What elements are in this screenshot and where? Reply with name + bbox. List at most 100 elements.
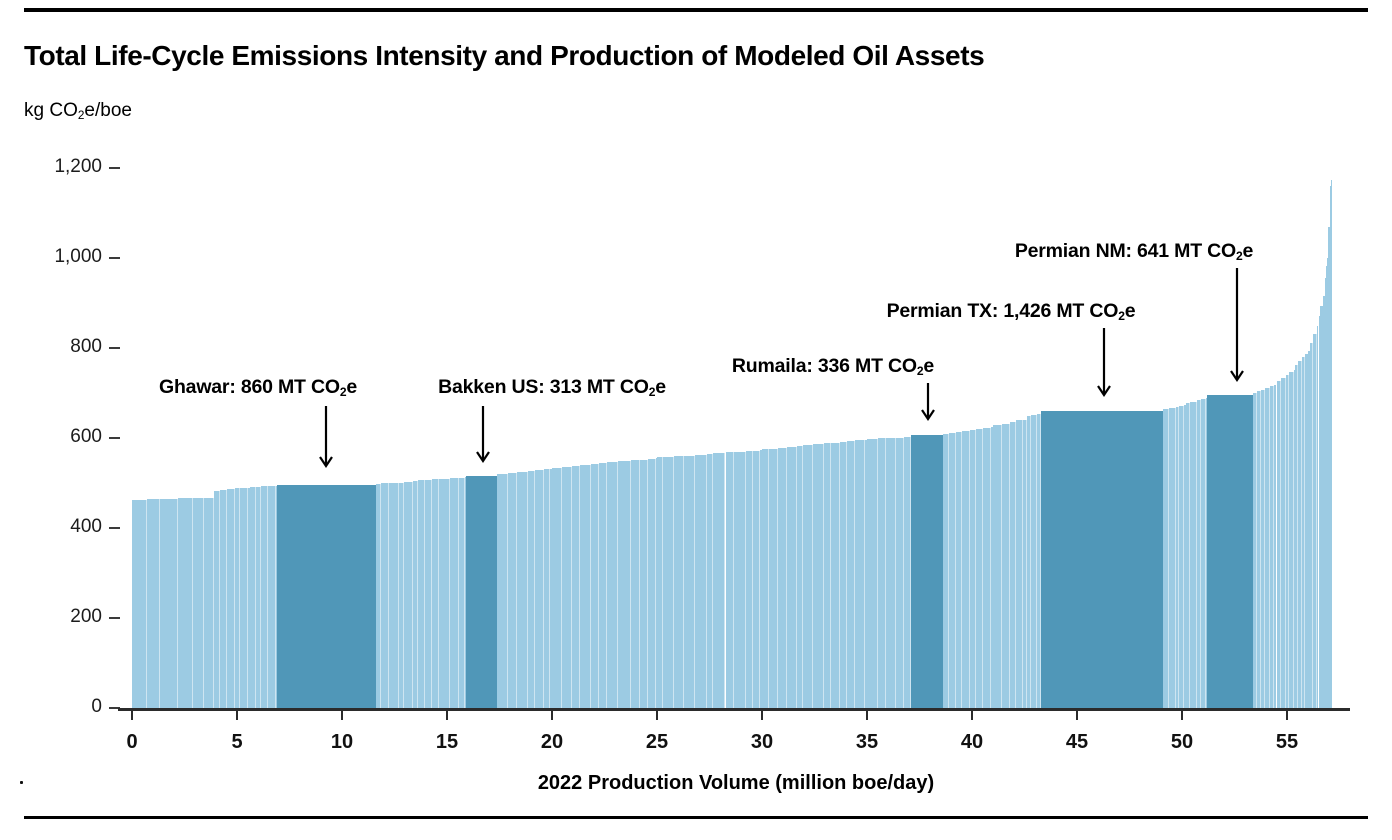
bar-segment xyxy=(1280,377,1286,710)
bar-segment xyxy=(1200,399,1207,710)
bar-segment xyxy=(746,451,754,710)
x-axis-tick-label: 10 xyxy=(330,731,354,753)
bar-segment xyxy=(249,487,256,710)
bar-segment xyxy=(438,478,450,710)
bar-segment xyxy=(449,478,460,710)
bar-segment xyxy=(1196,400,1201,710)
y-axis-tick-mark xyxy=(109,167,120,169)
x-axis-tick-label: 0 xyxy=(126,731,138,753)
bar-segment xyxy=(1276,381,1281,710)
bar-segment xyxy=(885,438,897,710)
bar-segment xyxy=(552,467,563,710)
bar-segment xyxy=(769,448,778,710)
bar-segment xyxy=(673,456,685,710)
bar-segment xyxy=(903,437,912,710)
bar-segment xyxy=(398,482,405,710)
bar-segment xyxy=(1289,371,1294,710)
bar-segment xyxy=(1169,407,1176,710)
bar-segment xyxy=(549,468,552,710)
y-axis-tick-mark xyxy=(109,527,120,529)
y-axis-tick-label: 800 xyxy=(70,336,102,357)
bar-segment xyxy=(753,450,760,710)
bar-segment xyxy=(948,433,957,710)
y-axis-tick-mark xyxy=(109,347,120,349)
y-axis-tick-mark xyxy=(109,617,120,619)
annotation-text: Bakken US: 313 MT CO xyxy=(438,376,649,398)
y-axis-tick-label: 400 xyxy=(70,516,102,537)
bar-segment xyxy=(607,462,619,710)
bar-segment xyxy=(1037,413,1042,710)
bar-segment xyxy=(160,498,178,710)
bar-segment xyxy=(1175,406,1180,710)
bar-segment xyxy=(1316,326,1319,710)
bar-segment xyxy=(684,455,695,710)
bar-segment xyxy=(572,465,581,710)
annotation-subscript: 2 xyxy=(339,385,347,400)
bar-segment xyxy=(1326,265,1328,710)
bar-segment xyxy=(1330,186,1332,710)
highlighted-bar-rumaila xyxy=(911,435,943,710)
x-axis-title: 2022 Production Volume (million boe/day) xyxy=(537,772,935,794)
x-axis-tick-mark xyxy=(1076,711,1078,720)
y-axis-tick-label: 1,000 xyxy=(54,246,102,267)
annotation-text: e xyxy=(1124,300,1136,322)
bar-segment xyxy=(759,450,762,710)
bar-segment xyxy=(1206,398,1208,710)
bar-segment xyxy=(618,461,631,710)
y-axis-tick-label: 0 xyxy=(91,696,102,717)
x-axis-tick-label: 25 xyxy=(645,731,669,753)
bar-segment xyxy=(388,483,399,710)
bar-segment xyxy=(219,490,228,710)
bar-segment xyxy=(146,499,161,710)
down-arrow-icon xyxy=(317,406,335,469)
bar-segment xyxy=(1327,226,1330,710)
bar-segment xyxy=(431,479,439,710)
bar-segment xyxy=(777,447,787,710)
y-axis-unit-text: kg CO xyxy=(24,100,78,121)
highlighted-bar-ghawar xyxy=(276,484,376,710)
x-axis-tick-mark xyxy=(656,711,658,720)
bar-segment xyxy=(517,472,528,710)
bar-segment xyxy=(562,466,573,710)
bar-segment xyxy=(991,427,993,710)
annotation-text: e xyxy=(655,376,666,398)
annotation-label-permian-tx: Permian TX: 1,426 MT CO2e xyxy=(791,300,1231,323)
x-axis-tick-label: 15 xyxy=(435,731,459,753)
bar-segment xyxy=(1186,402,1190,710)
bar-segment xyxy=(1322,295,1325,710)
bar-segment xyxy=(725,452,735,710)
bar-segment xyxy=(1297,361,1303,710)
bar-segment xyxy=(734,451,747,710)
bar-segment xyxy=(846,441,856,710)
bar-segment xyxy=(867,438,878,710)
y-axis-unit-text: e/boe xyxy=(84,100,132,121)
bar-segment xyxy=(234,488,241,710)
bar-segment xyxy=(694,454,707,710)
bar-segment xyxy=(580,465,592,710)
bar-segment xyxy=(255,486,261,710)
x-axis-tick-mark xyxy=(1286,711,1288,720)
bar-segment xyxy=(797,446,804,710)
down-arrow-icon xyxy=(1095,328,1113,398)
bar-segment xyxy=(1010,421,1017,710)
chart-title: Total Life-Cycle Emissions Intensity and… xyxy=(24,40,985,71)
bar-segment xyxy=(459,477,466,710)
bar-segment xyxy=(543,469,550,710)
x-axis-tick-mark xyxy=(236,711,238,720)
bar-segment xyxy=(1184,405,1187,710)
bar-segment xyxy=(1030,414,1038,710)
bar-segment xyxy=(1310,342,1314,710)
bar-segment xyxy=(962,431,971,710)
highlighted-bar-bakken-us xyxy=(465,475,498,710)
bar-segment xyxy=(193,498,204,710)
y-axis-unit-subscript: 2 xyxy=(77,109,85,123)
x-axis-tick-label: 50 xyxy=(1170,731,1194,753)
annotation-text: Ghawar: 860 MT CO xyxy=(159,376,340,398)
bar-segment xyxy=(1318,315,1321,710)
bar-segment xyxy=(227,489,229,710)
y-axis-tick-label: 200 xyxy=(70,606,102,627)
bar-segment xyxy=(1331,180,1333,710)
bar-segment xyxy=(803,445,813,710)
